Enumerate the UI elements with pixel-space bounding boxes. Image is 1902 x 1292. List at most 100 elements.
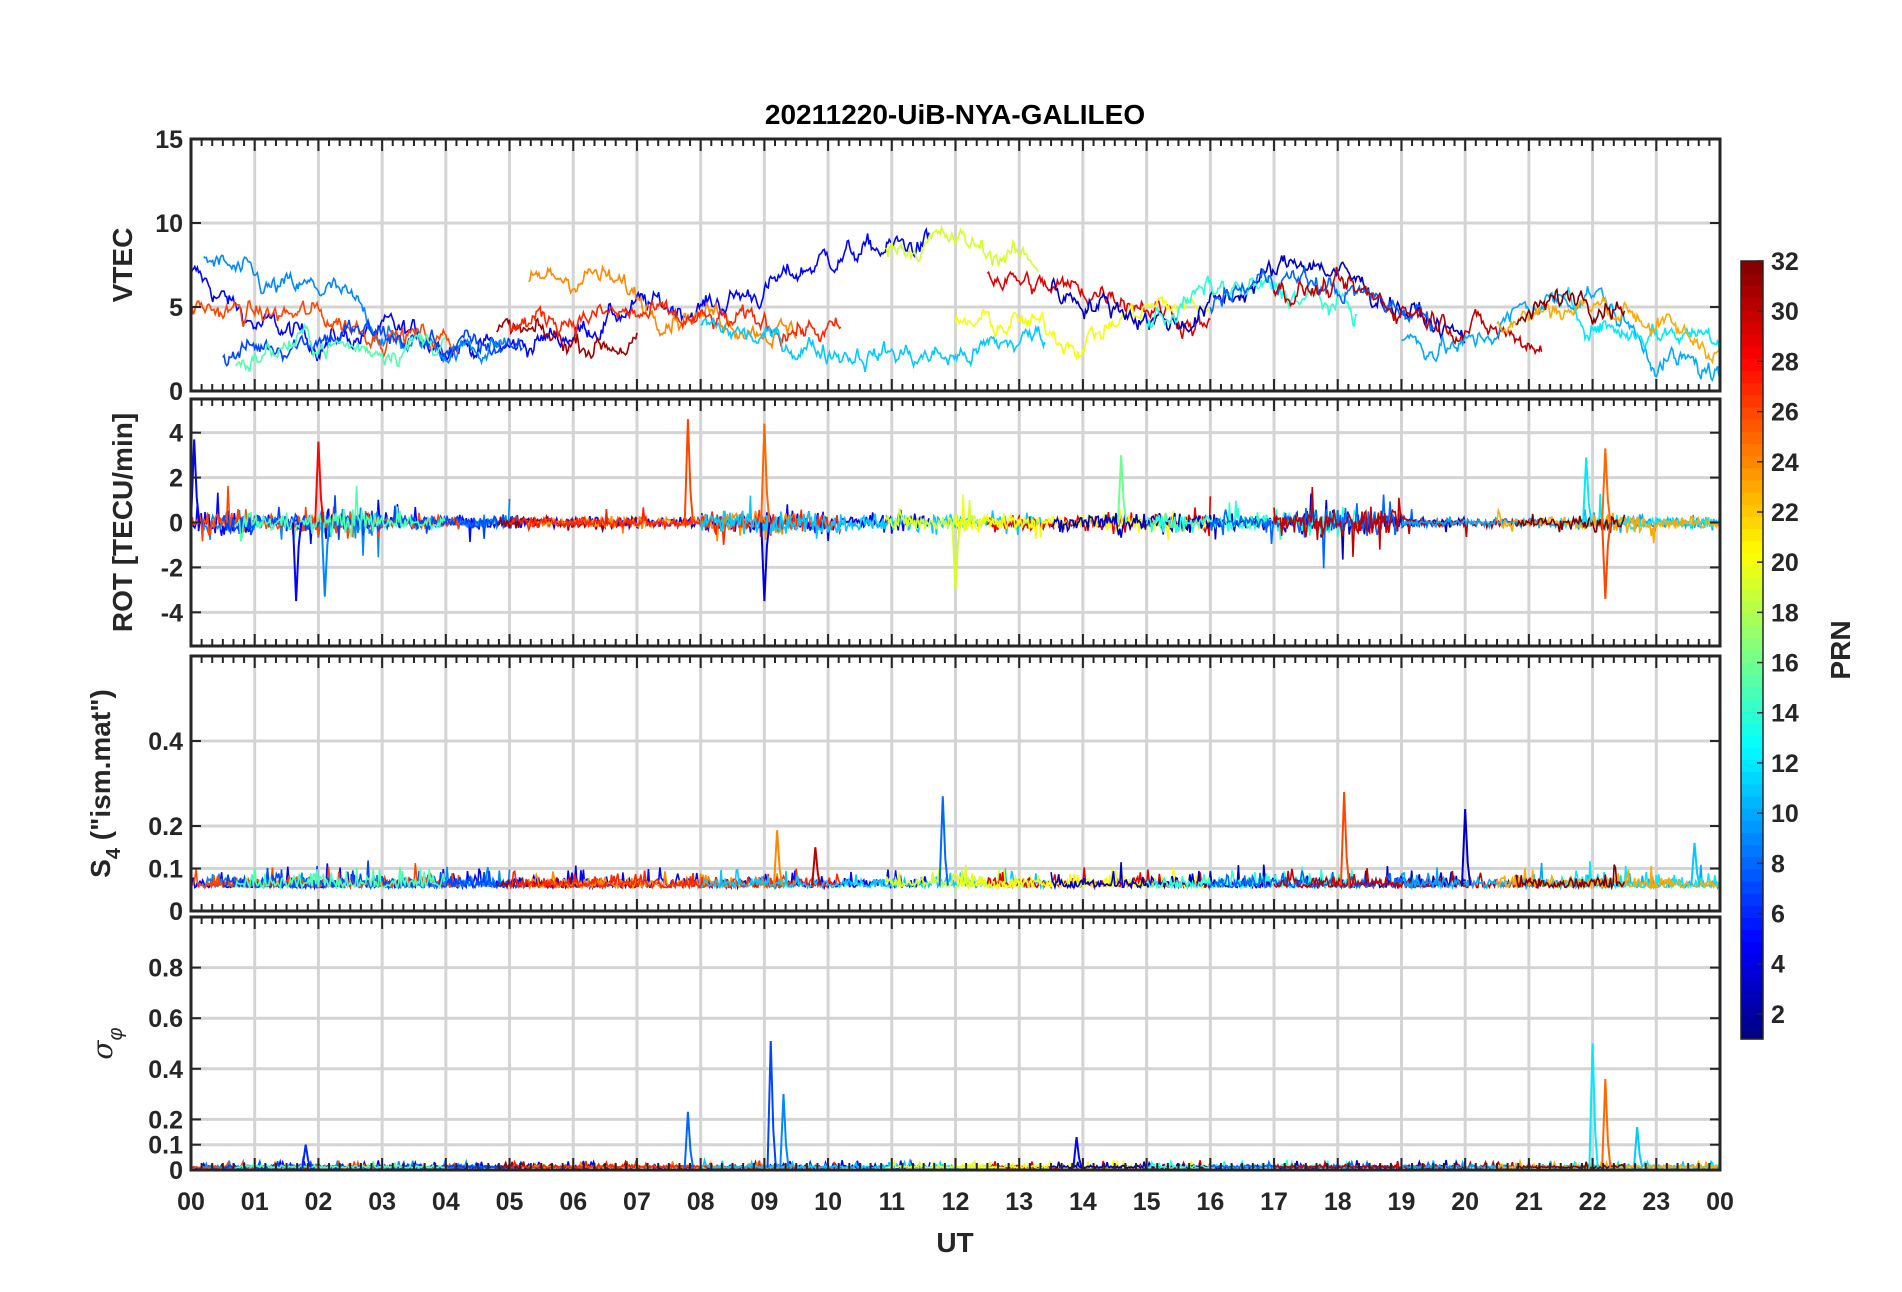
y-tick-label: 0 (169, 510, 183, 538)
y-tick-label: 2 (169, 465, 183, 493)
x-tick-label: 18 (1324, 1188, 1352, 1216)
colorbar-tick-label: 16 (1771, 650, 1799, 678)
colorbar-segment (1741, 552, 1763, 566)
x-tick-label: 10 (814, 1188, 842, 1216)
series-line-prn-27 (508, 298, 842, 348)
spike-prn-5 (291, 522, 303, 602)
x-tick-label: 19 (1388, 1188, 1416, 1216)
series-line-prn-3 (1050, 255, 1466, 344)
x-tick-label: 13 (1005, 1188, 1033, 1216)
series-line-prn-5 (191, 492, 931, 544)
y-tick-label: 15 (155, 126, 183, 154)
series-line-prn-31 (496, 317, 638, 360)
spike-prn-28 (314, 441, 325, 523)
series-line-prn-15 (234, 324, 446, 373)
colorbar-segment (1741, 856, 1763, 870)
spike-prn-12 (1588, 1043, 1599, 1168)
x-tick-label: 22 (1579, 1188, 1607, 1216)
x-axis-label: UT (936, 1227, 973, 1258)
colorbar-tick-label: 10 (1771, 800, 1799, 828)
colorbar-segment (1741, 406, 1763, 420)
y-tick-label: 0 (169, 1157, 183, 1185)
series-line-prn-20 (954, 295, 1211, 360)
spike-prn-19 (951, 522, 962, 590)
colorbar-tick-label: 28 (1771, 348, 1799, 376)
series-line-prn-9 (203, 254, 510, 366)
colorbar-segment (1741, 953, 1763, 967)
series-line-prn-8 (1209, 264, 1435, 332)
colorbar-segment (1741, 771, 1763, 785)
x-tick-label: 11 (879, 1188, 906, 1216)
colorbar-tick-label: 12 (1771, 750, 1799, 778)
colorbar-segment (1741, 820, 1763, 833)
y-axis-label-rot: ROT [TECU/min] (107, 413, 138, 632)
y-tick-label: 10 (155, 210, 183, 238)
y-tick-label: 0 (169, 898, 183, 926)
x-tick-label: 06 (559, 1188, 587, 1216)
series-line-prn-7 (222, 860, 524, 891)
colorbar-segment (1741, 443, 1763, 457)
spike-prn-4 (760, 522, 771, 602)
series-line-prn-15 (234, 485, 446, 542)
colorbar-segment (1741, 1026, 1763, 1040)
x-tick-label: 04 (432, 1188, 460, 1216)
spike-prn-30 (811, 847, 822, 886)
colorbar-segment (1741, 394, 1763, 408)
series-line-prn-10 (1401, 286, 1720, 382)
y-tick-label: 4 (169, 420, 183, 448)
colorbar-segment (1741, 710, 1763, 724)
colorbar-segment (1741, 808, 1763, 821)
spike-prn-6 (301, 1144, 312, 1168)
y-tick-label: 0.1 (148, 856, 183, 884)
y-tick-label: 0.4 (148, 1056, 183, 1084)
spike-prn-12 (1582, 457, 1593, 523)
colorbar-tick-label: 26 (1771, 399, 1799, 427)
colorbar-segment (1741, 431, 1763, 444)
spike-prn-11 (1632, 1126, 1644, 1168)
x-tick-label: 23 (1642, 1188, 1670, 1216)
series-line-prn-19 (884, 224, 1040, 273)
colorbar-segment (1741, 601, 1763, 615)
panel-s4: 0 0.1 0.2 0.4 S4 ("ism.mat") (85, 654, 1722, 926)
spike-prn-9 (320, 522, 331, 597)
colorbar-tick-label: 6 (1771, 901, 1785, 929)
x-tick-label: 08 (687, 1188, 715, 1216)
series-line-prn-24 (528, 264, 797, 351)
colorbar-frame (1740, 260, 1764, 1040)
spike-prn-26 (1339, 791, 1351, 886)
spike-prn-3 (1460, 808, 1472, 886)
series-line-prn-15 (234, 866, 446, 891)
colorbar-segment (1741, 1014, 1763, 1028)
colorbar-segment (1741, 686, 1763, 700)
x-tick-label: 12 (942, 1188, 970, 1216)
series-line-prn-14 (1145, 275, 1357, 330)
colorbar-segment (1741, 880, 1763, 894)
series-line-prn-23 (1496, 865, 1720, 891)
y-axis-label-s4: S4 ("ism.mat") (85, 689, 125, 878)
colorbar-segment (1741, 674, 1763, 688)
spike-prn-25 (760, 423, 771, 523)
colorbar-segment (1741, 783, 1763, 797)
spike-prn-24 (772, 830, 784, 886)
colorbar-segment (1741, 941, 1763, 955)
y-tick-label: 0.2 (148, 813, 183, 841)
panel-vtec: 0 5 10 15 VTEC (107, 126, 1722, 406)
colorbar-segment (1741, 491, 1763, 505)
panel-rot: -4 -2 0 2 4 ROT [TECU/min] (107, 397, 1722, 648)
x-tick-label: 20 (1451, 1188, 1479, 1216)
y-tick-label: 0 (169, 378, 183, 406)
spike-prn-8 (683, 1111, 695, 1168)
spike-prn-7 (766, 1040, 777, 1168)
colorbar-segment (1741, 479, 1763, 493)
colorbar-tick-label: 8 (1771, 850, 1785, 878)
x-tick-label: 00 (1706, 1188, 1734, 1216)
chart-title: 20211220-UiB-NYA-GALILEO (765, 99, 1145, 130)
y-tick-label: -4 (161, 599, 183, 627)
y-tick-label: 0.6 (148, 1005, 183, 1033)
x-tick-label: 03 (368, 1188, 396, 1216)
y-tick-label: 5 (169, 294, 183, 322)
spike-prn-9 (779, 1094, 790, 1168)
y-axis-label-vtec: VTEC (107, 228, 138, 303)
x-tick-label: 05 (496, 1188, 524, 1216)
